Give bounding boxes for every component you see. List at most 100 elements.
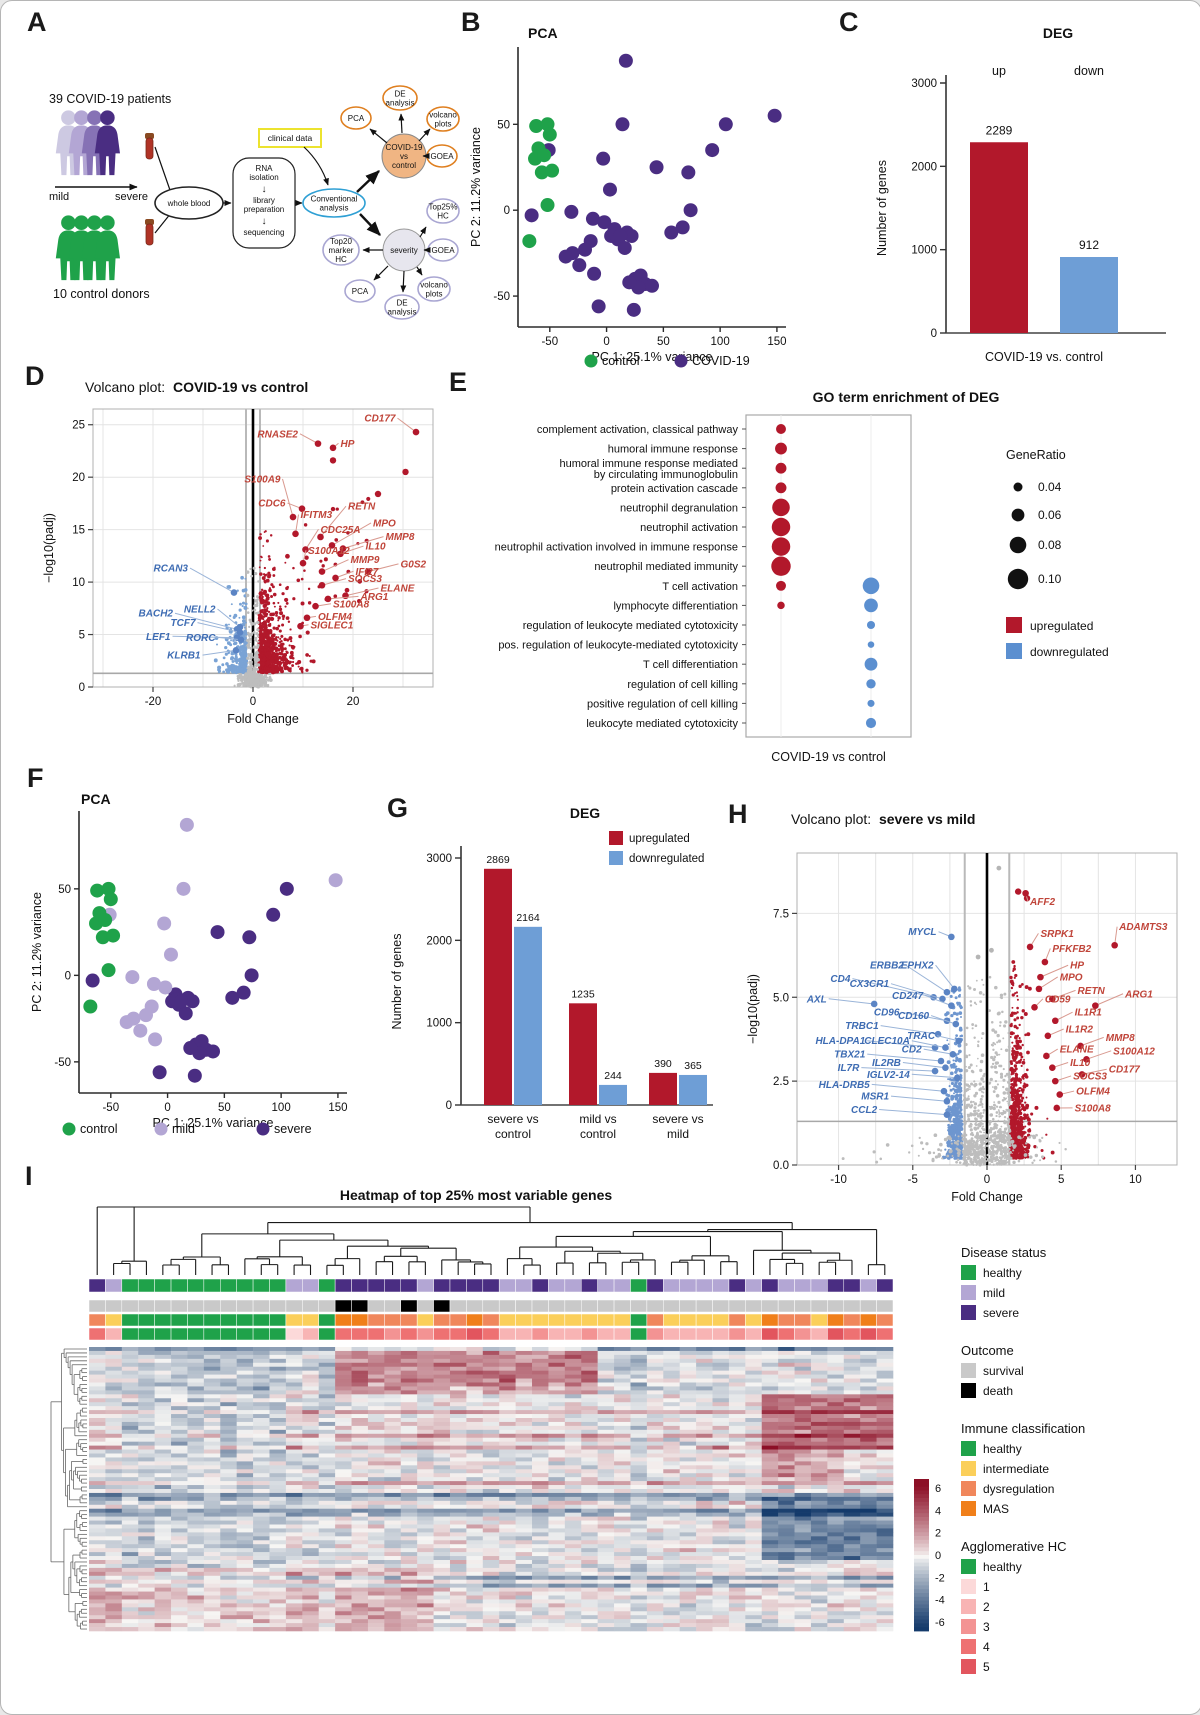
svg-text:preparation: preparation [244,205,284,214]
svg-text:3000: 3000 [426,853,452,865]
svg-text:0: 0 [603,336,609,348]
svg-text:MPO: MPO [1060,972,1083,983]
svg-text:390: 390 [654,1058,672,1070]
svg-text:2164: 2164 [516,912,540,924]
svg-text:control: control [392,161,416,170]
svg-text:plots: plots [435,120,452,129]
svg-text:CD4: CD4 [830,974,850,985]
svg-text:GeneRatio: GeneRatio [1006,448,1066,462]
svg-text:down: down [1074,64,1104,78]
svg-text:S100A9: S100A9 [244,474,281,485]
svg-text:IL10: IL10 [1070,1058,1090,1069]
svg-text:volcano: volcano [420,281,448,290]
svg-text:isolation: isolation [249,173,278,182]
svg-text:HLA-DRB5: HLA-DRB5 [819,1080,871,1091]
svg-text:CDC25A: CDC25A [321,525,361,536]
svg-text:clinical data: clinical data [268,133,313,143]
go-term-dotplot: complement activation, classical pathway… [446,367,1200,767]
svg-text:2289: 2289 [986,123,1013,137]
svg-text:39 COVID-19 patients: 39 COVID-19 patients [49,92,171,106]
svg-text:analysis: analysis [388,308,417,317]
svg-text:marker: marker [329,246,354,255]
svg-text:50: 50 [657,336,670,348]
svg-text:by circulating immunoglobulin: by circulating immunoglobulin [594,469,738,481]
svg-text:3000: 3000 [911,78,937,90]
svg-text:severe vs: severe vs [652,1112,703,1126]
svg-text:volcano: volcano [429,111,457,120]
svg-text:PC 2: 11.2% variance: PC 2: 11.2% variance [30,892,44,1012]
svg-text:MMP8: MMP8 [1106,1033,1135,1044]
svg-text:upregulated: upregulated [1030,619,1093,633]
svg-text:severe: severe [115,191,148,203]
svg-text:regulation of leukocyte mediat: regulation of leukocyte mediated cytotox… [523,620,739,632]
svg-text:50: 50 [497,119,510,131]
svg-text:S100A8: S100A8 [1075,1103,1112,1114]
svg-text:neutrophil mediated immunity: neutrophil mediated immunity [594,561,738,573]
svg-text:MMP8: MMP8 [386,532,415,543]
svg-text:50: 50 [218,1102,231,1114]
svg-text:CD177: CD177 [364,414,396,425]
svg-text:HC: HC [335,255,347,264]
svg-text:OLFM4: OLFM4 [1076,1087,1110,1098]
svg-text:ERBB2: ERBB2 [870,961,904,972]
svg-text:0: 0 [65,970,71,982]
svg-text:CD247: CD247 [892,991,924,1002]
svg-text:2869: 2869 [486,854,510,866]
svg-text:100: 100 [272,1102,291,1114]
svg-text:0.10: 0.10 [1038,572,1062,586]
svg-text:CD2: CD2 [902,1045,922,1056]
svg-text:CD59: CD59 [1045,994,1071,1005]
svg-text:plots: plots [426,290,443,299]
svg-text:Top20: Top20 [330,237,352,246]
svg-text:PFKFB2: PFKFB2 [1052,944,1091,955]
svg-text:AXL: AXL [806,994,827,1005]
svg-text:IL1R1: IL1R1 [1075,1008,1103,1019]
svg-text:COVID-19: COVID-19 [692,354,750,368]
svg-text:Top25%: Top25% [429,203,458,212]
svg-text:HP: HP [341,439,355,450]
svg-text:-50: -50 [541,336,558,348]
svg-text:HP: HP [1070,961,1084,972]
svg-text:-50: -50 [493,291,510,303]
svg-text:control: control [495,1127,531,1141]
svg-text:analysis: analysis [386,99,415,108]
svg-text:COVID-19 vs control: COVID-19 vs control [771,750,886,764]
svg-text:G0S2: G0S2 [401,559,427,570]
svg-text:0.0: 0.0 [773,1160,789,1172]
svg-text:lymphocyte differentiation: lymphocyte differentiation [613,600,738,612]
svg-text:RORC: RORC [186,633,216,644]
svg-text:50: 50 [58,884,71,896]
svg-text:Conventional: Conventional [311,195,358,204]
svg-text:TRAC: TRAC [907,1031,936,1042]
svg-text:control: control [80,1122,118,1136]
svg-text:PCA: PCA [352,287,369,296]
svg-text:whole blood: whole blood [167,199,211,208]
svg-text:regulation of cell killing: regulation of cell killing [627,679,738,691]
svg-text:2000: 2000 [911,161,937,173]
svg-text:-20: -20 [145,696,162,708]
svg-text:SOCS3: SOCS3 [1073,1071,1107,1082]
svg-text:SIGLEC1: SIGLEC1 [311,620,354,631]
svg-text:Number of genes: Number of genes [390,934,404,1030]
svg-text:IGLV2-14: IGLV2-14 [867,1070,910,1081]
svg-text:RNA: RNA [256,164,274,173]
svg-text:-50: -50 [54,1057,71,1069]
svg-text:library: library [253,196,275,205]
svg-text:control: control [602,354,640,368]
svg-text:20: 20 [347,696,360,708]
svg-text:mild: mild [49,191,69,203]
svg-text:25: 25 [72,420,85,432]
svg-text:RCAN3: RCAN3 [154,564,189,575]
svg-text:−log10(padj): −log10(padj) [746,974,760,1044]
svg-text:PC 1: 25.1% variance: PC 1: 25.1% variance [153,1116,274,1130]
svg-text:MYCL: MYCL [908,927,936,938]
svg-text:IL2RB: IL2RB [872,1058,901,1069]
svg-text:−log10(padj): −log10(padj) [42,513,56,583]
svg-text:0: 0 [504,205,510,217]
svg-text:MPO: MPO [373,518,396,529]
svg-text:SRPK1: SRPK1 [1040,929,1074,940]
